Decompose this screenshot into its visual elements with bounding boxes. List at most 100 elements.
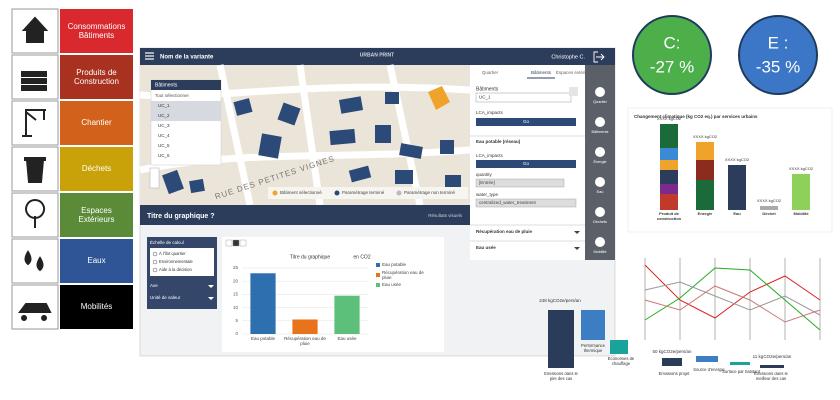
- filter-row[interactable]: Axe: [150, 283, 158, 288]
- map-legend-label: Bâtiment sélectionné: [280, 190, 322, 195]
- radio[interactable]: [152, 251, 158, 257]
- building: [338, 96, 364, 114]
- waterfall-bar: [760, 365, 784, 368]
- sidebar-icon[interactable]: [595, 177, 605, 187]
- go-button[interactable]: [476, 118, 576, 126]
- tile-icon: [21, 16, 49, 43]
- sidebar-icon[interactable]: [595, 87, 605, 97]
- tile-label-box: Mobilités: [80, 302, 113, 312]
- section-title[interactable]: Eau usée: [476, 245, 496, 250]
- building: [385, 92, 399, 104]
- building-item[interactable]: UC_6: [158, 153, 170, 158]
- stacked-segment: [696, 160, 714, 180]
- sidebar: [585, 65, 615, 260]
- line: [644, 267, 821, 331]
- building: [375, 125, 391, 143]
- tile-icon: [22, 109, 46, 137]
- filters-options: [150, 248, 214, 276]
- building: [233, 98, 253, 116]
- x-tick-label: Eau potable: [250, 336, 276, 341]
- select[interactable]: [475, 92, 572, 103]
- building-item[interactable]: UC_3: [158, 123, 170, 128]
- tile-label: Consommations Bâtiments: [67, 21, 126, 40]
- tab[interactable]: Quartier: [482, 70, 499, 75]
- input[interactable]: [475, 198, 577, 208]
- tile-icon: [25, 199, 46, 228]
- radio[interactable]: [152, 267, 158, 273]
- stacked-bar-label: XXXX kgCO2: [693, 134, 718, 139]
- chart-tool[interactable]: [232, 239, 240, 247]
- stacked-category-box: Produit de construction: [656, 212, 682, 221]
- sidebar-icon[interactable]: [595, 117, 605, 127]
- tab[interactable]: Espaces extérieurs: [556, 70, 595, 75]
- input[interactable]: [475, 178, 565, 188]
- stacked-bar-label: XXXX kgCO2: [757, 198, 782, 203]
- building: [399, 143, 423, 159]
- tile-icon: [21, 71, 47, 91]
- form-label: Bâtiments: [476, 86, 499, 92]
- building: [189, 178, 205, 194]
- variant-name: Nom de la variante: [160, 55, 214, 61]
- stacked-segment: [728, 165, 746, 210]
- zoom-buttons[interactable]: [149, 167, 160, 189]
- buildings-panel: [150, 79, 222, 166]
- sidebar-icon[interactable]: [595, 207, 605, 217]
- sidebar-icon[interactable]: [595, 237, 605, 247]
- close-btn: [569, 87, 578, 96]
- tile-label-bg: [60, 101, 133, 145]
- stacked-category-box: Energie: [698, 212, 713, 216]
- waterfall-bar: [581, 310, 605, 340]
- building-item[interactable]: UC_5: [158, 143, 170, 148]
- x-tick-label-box: Eau usée: [337, 336, 356, 341]
- select-all: Tout sélectionner: [155, 93, 190, 98]
- building: [445, 175, 461, 187]
- section-title: Eau potable (réseau): [476, 139, 521, 144]
- tile-label-bg: [60, 147, 133, 191]
- tile-label-box: Eaux: [87, 256, 105, 265]
- waterfall-label-box: Surface par habitant: [722, 370, 760, 374]
- y-tick-label: 10: [233, 305, 239, 310]
- building-item[interactable]: UC_1: [158, 103, 170, 108]
- waterfall-bar: [696, 356, 718, 362]
- radio[interactable]: [152, 259, 158, 265]
- legend-label: Eau potable: [382, 262, 407, 268]
- go-label: Go: [523, 161, 530, 166]
- waterfall-label: Emissions projet: [658, 372, 690, 376]
- stacked-segment: [660, 124, 678, 148]
- legend-label-box: Eau potable: [382, 262, 407, 268]
- chart-header-title: Titre du graphique ?: [147, 213, 215, 220]
- kpi-value: -27 %: [650, 57, 694, 76]
- filters-title: Échelle de calcul: [150, 239, 184, 245]
- building-item[interactable]: UC_2: [158, 113, 170, 118]
- sidebar-icon[interactable]: [595, 147, 605, 157]
- stacked-segment: [760, 206, 778, 210]
- building: [348, 165, 372, 183]
- stacked-segment: [660, 148, 678, 160]
- results-link[interactable]: Résultats visuels: [428, 213, 463, 218]
- x-tick-label: Récupération eau de pluie: [284, 336, 326, 347]
- buildings-panel-title: Bâtiments: [155, 82, 178, 88]
- section-title[interactable]: Récupération eau de pluie: [476, 229, 533, 234]
- tile-label: Mobilités: [80, 302, 113, 312]
- waterfall-label-box: Source d'énergie: [693, 368, 725, 372]
- sidebar-label: Déchets: [593, 220, 607, 224]
- stacked-category: Produit de construction: [656, 212, 682, 221]
- legend-label: Récupération eau de pluie: [382, 270, 424, 280]
- tile-label-box: Consommations Bâtiments: [67, 21, 126, 40]
- tab[interactable]: Bâtiments: [531, 70, 552, 75]
- waterfall-low: 11 kgCO2e/pers/an: [753, 354, 792, 359]
- building-item[interactable]: UC_4: [158, 133, 170, 138]
- chart-tool[interactable]: [239, 239, 247, 247]
- tile-label-bg: [60, 193, 133, 237]
- chevron: [574, 231, 580, 234]
- chart-tool[interactable]: [225, 239, 233, 247]
- tile-label-bg: [60, 285, 133, 329]
- legend-label: Eau usée: [382, 282, 402, 288]
- stacked-category: Mobilité: [793, 212, 809, 216]
- waterfall-mid: 50 kgCO2e/pers/an: [652, 349, 692, 354]
- go-button[interactable]: [476, 160, 576, 168]
- filter-row[interactable]: Unité de valeur: [150, 295, 181, 300]
- tile-icon: [24, 250, 44, 272]
